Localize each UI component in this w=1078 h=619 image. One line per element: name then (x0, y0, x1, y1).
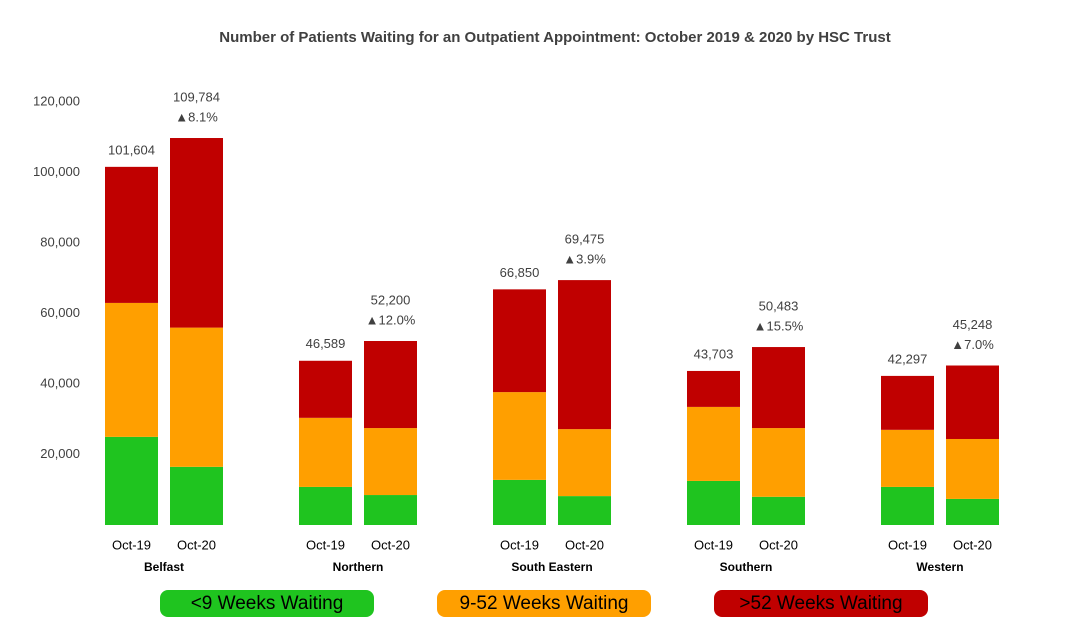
x-tick-label: Oct-20 (953, 537, 992, 552)
group-label: Western (916, 560, 963, 574)
bar-segment (881, 375, 934, 430)
x-tick-label: Oct-20 (759, 537, 798, 552)
total-label: 101,604 (108, 142, 155, 157)
bar-segment (493, 392, 546, 480)
total-label: 46,589 (306, 336, 346, 351)
chart-title: Number of Patients Waiting for an Outpat… (219, 29, 890, 46)
bar-segment (881, 486, 934, 525)
bar-segment (687, 406, 740, 481)
total-label: 43,703 (694, 346, 734, 361)
bar-segment (881, 429, 934, 487)
group-label: Belfast (144, 560, 184, 574)
x-tick-label: Oct-20 (371, 537, 410, 552)
y-tick-label: 40,000 (40, 375, 80, 390)
total-label: 109,784 (173, 89, 220, 104)
legend-swatch (160, 590, 374, 617)
bar-segment (558, 496, 611, 525)
x-tick-label: Oct-20 (565, 537, 604, 552)
bar-segment (105, 436, 158, 525)
x-tick-label: Oct-19 (112, 537, 151, 552)
bar-segment (105, 166, 158, 303)
bar-segment (170, 138, 223, 328)
group-label: South Eastern (511, 560, 592, 574)
bar-segment (493, 289, 546, 393)
bar-segment (752, 428, 805, 497)
change-label: ▲7.0% (951, 337, 994, 352)
bar-segment (493, 479, 546, 525)
bar-segment (170, 466, 223, 525)
bar-segment (299, 417, 352, 487)
bar-segment (752, 496, 805, 525)
bar-segment (364, 495, 417, 525)
legend-label: <9 Weeks Waiting (191, 593, 344, 614)
total-label: 52,200 (371, 292, 411, 307)
x-tick-label: Oct-19 (694, 537, 733, 552)
x-tick-label: Oct-20 (177, 537, 216, 552)
group-label: Southern (720, 560, 773, 574)
change-label: ▲8.1% (175, 109, 218, 124)
bar-segment (170, 327, 223, 467)
total-label: 45,248 (953, 317, 993, 332)
change-label: ▲12.0% (366, 312, 416, 327)
y-tick-label: 100,000 (33, 164, 80, 179)
total-label: 66,850 (500, 265, 540, 280)
bar-segment (946, 438, 999, 499)
x-tick-label: Oct-19 (888, 537, 927, 552)
legend-swatch (437, 590, 651, 617)
y-tick-label: 120,000 (33, 93, 80, 108)
legend-label: 9-52 Weeks Waiting (460, 593, 629, 614)
y-tick-label: 20,000 (40, 446, 80, 461)
total-label: 42,297 (888, 351, 928, 366)
bar-segment (752, 347, 805, 429)
change-label: ▲3.9% (563, 252, 606, 267)
bar-segment (687, 370, 740, 407)
bar-segment (946, 498, 999, 525)
bar-segment (299, 486, 352, 525)
bar-segment (364, 340, 417, 429)
y-tick-label: 80,000 (40, 234, 80, 249)
total-label: 50,483 (759, 298, 799, 313)
legend-swatch (714, 590, 928, 617)
bar-segment (364, 428, 417, 496)
legend-label: >52 Weeks Waiting (739, 593, 902, 614)
bar-segment (946, 365, 999, 439)
bar-segment (299, 360, 352, 418)
y-tick-label: 60,000 (40, 305, 80, 320)
change-label: ▲15.5% (754, 318, 804, 333)
total-label: 69,475 (565, 232, 605, 247)
bar-segment (558, 280, 611, 430)
x-tick-label: Oct-19 (306, 537, 345, 552)
bar-segment (105, 302, 158, 437)
x-tick-label: Oct-19 (500, 537, 539, 552)
group-label: Northern (333, 560, 384, 574)
bar-segment (687, 480, 740, 525)
bar-segment (558, 429, 611, 497)
